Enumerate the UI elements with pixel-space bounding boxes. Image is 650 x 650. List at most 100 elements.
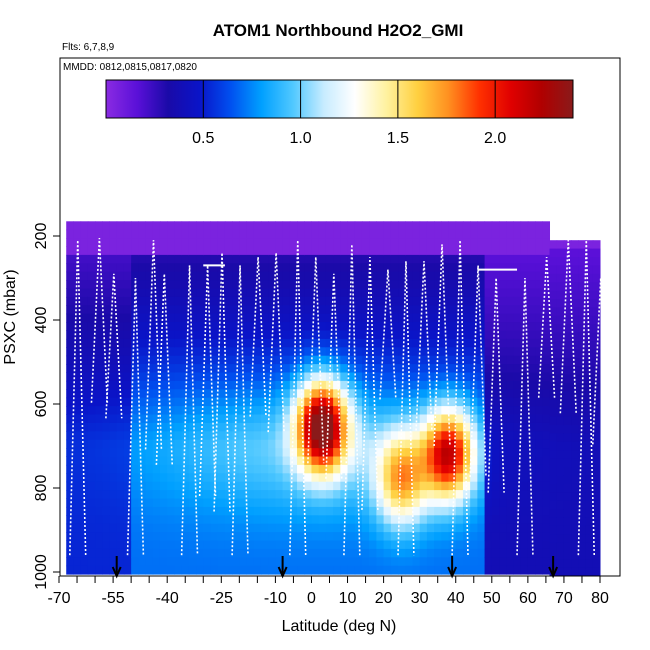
heatmap-cell	[318, 355, 327, 365]
heatmap-cell	[470, 288, 478, 298]
heatmap-cell	[253, 246, 262, 256]
heatmap-cell	[260, 305, 269, 315]
heatmap-cell	[383, 406, 392, 415]
heatmap-cell	[499, 322, 507, 331]
heatmap-cell	[80, 338, 89, 348]
heatmap-cell	[275, 506, 284, 516]
heatmap-cell	[535, 280, 543, 289]
heatmap-cell	[95, 364, 103, 373]
heatmap-cell	[470, 263, 478, 273]
flight-profile	[90, 238, 109, 403]
heatmap-cell	[224, 448, 233, 457]
heatmap-cell	[419, 280, 428, 289]
heatmap-cell	[318, 296, 327, 306]
heatmap-cell	[131, 271, 139, 281]
heatmap-cell	[232, 355, 240, 365]
heatmap-cell	[203, 498, 211, 508]
heatmap-cell	[109, 313, 118, 323]
heatmap-cell	[282, 431, 291, 441]
heatmap-cell	[304, 557, 312, 567]
heatmap-cell	[549, 357, 558, 367]
heatmap-cell	[376, 229, 385, 239]
heatmap-cell	[232, 515, 240, 525]
heatmap-cell	[520, 288, 529, 298]
heatmap-cell	[434, 271, 442, 281]
heatmap-cell	[376, 313, 385, 323]
heatmap-cell	[448, 288, 457, 298]
heatmap-cell	[484, 313, 493, 323]
heatmap-cell	[520, 380, 529, 390]
heatmap-cell	[210, 254, 219, 264]
heatmap-cell	[311, 406, 320, 415]
heatmap-cell	[441, 448, 450, 457]
heatmap-cell	[282, 254, 291, 264]
heatmap-cell	[217, 372, 226, 382]
heatmap-cell	[152, 380, 161, 390]
heatmap-cell	[239, 288, 248, 298]
heatmap-cell	[246, 238, 255, 247]
heatmap-cell	[376, 406, 385, 415]
heatmap-cell	[217, 221, 226, 231]
heatmap-cell	[304, 246, 312, 256]
heatmap-cell	[527, 271, 536, 281]
heatmap-cell	[470, 313, 478, 323]
heatmap-cell	[549, 349, 558, 359]
heatmap-cell	[260, 254, 269, 264]
heatmap-cell	[73, 548, 82, 558]
heatmap-cell	[203, 481, 211, 491]
heatmap-cell	[131, 481, 139, 491]
heatmap-cell	[260, 296, 269, 306]
heatmap-cell	[232, 372, 240, 382]
heatmap-cell	[232, 280, 240, 289]
heatmap-cell	[268, 532, 276, 541]
heatmap-cell	[426, 364, 435, 373]
heatmap-cell	[297, 515, 305, 525]
heatmap-cell	[297, 523, 305, 533]
heatmap-cell	[145, 540, 154, 550]
heatmap-cell	[181, 322, 190, 331]
heatmap-cell	[116, 338, 125, 348]
y-tick-label: 600	[33, 391, 50, 418]
heatmap-cell	[87, 280, 96, 289]
heatmap-cell	[390, 431, 399, 441]
y-tick-label: 800	[33, 475, 50, 502]
heatmap-cell	[520, 506, 529, 516]
heatmap-cell	[174, 229, 183, 239]
heatmap-cell	[203, 506, 211, 516]
heatmap-cell	[470, 296, 478, 306]
heatmap-cell	[246, 498, 255, 508]
profile-arrows	[111, 556, 559, 579]
heatmap-cell	[398, 498, 406, 508]
heatmap-cell	[87, 498, 96, 508]
heatmap-cell	[361, 254, 370, 264]
heatmap-cell	[217, 498, 226, 508]
heatmap-cell	[390, 406, 399, 415]
heatmap-cell	[260, 540, 269, 550]
heatmap-cell	[513, 355, 522, 365]
heatmap-cell	[441, 246, 450, 256]
heatmap-cell	[592, 248, 601, 258]
heatmap-cell	[239, 238, 248, 247]
heatmap-cell	[491, 565, 500, 575]
heatmap-cell	[275, 498, 284, 508]
heatmap-cell	[116, 330, 125, 340]
heatmap-cell	[455, 490, 464, 499]
heatmap-cell	[325, 506, 334, 516]
heatmap-cell	[152, 280, 161, 289]
heatmap-cell	[282, 322, 291, 331]
heatmap-cell	[592, 483, 601, 493]
heatmap-cell	[549, 240, 558, 250]
heatmap-cell	[506, 338, 514, 348]
heatmap-cell	[239, 229, 248, 239]
heatmap-cell	[109, 221, 118, 231]
heatmap-cell	[73, 221, 82, 231]
heatmap-cell	[390, 473, 399, 483]
heatmap-cell	[419, 523, 428, 533]
heatmap-cell	[145, 263, 154, 273]
heatmap-cell	[412, 330, 421, 340]
heatmap-cell	[527, 532, 536, 541]
heatmap-cell	[412, 548, 421, 558]
heatmap-cell	[167, 330, 175, 340]
heatmap-cell	[419, 548, 428, 558]
heatmap-cell	[506, 364, 514, 373]
